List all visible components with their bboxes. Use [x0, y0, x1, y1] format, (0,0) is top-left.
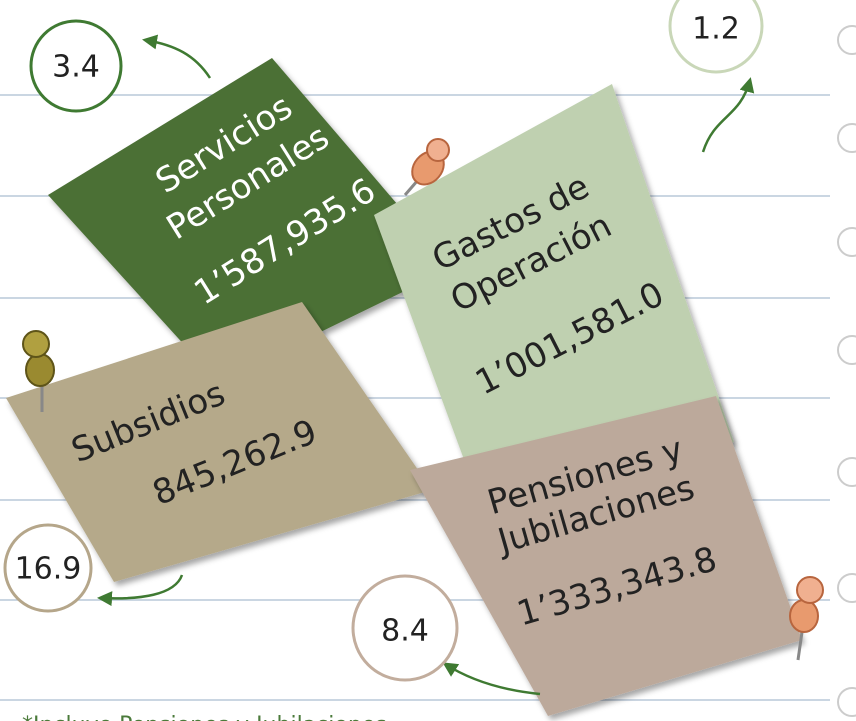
pushpin: [22, 330, 55, 412]
percent-circle: [29, 19, 123, 113]
percent: 16.9: [15, 552, 82, 587]
percent: 8.4: [381, 614, 429, 649]
pushpin: [403, 138, 450, 196]
percent: 3.4: [52, 50, 100, 85]
note: [374, 84, 734, 514]
arrow: [97, 574, 184, 607]
percent: 1.2: [692, 12, 740, 47]
note: [48, 58, 452, 382]
binder-holes: [837, 25, 856, 717]
note: [410, 396, 802, 716]
arrow: [142, 34, 212, 79]
percent-circle: [351, 574, 459, 682]
footnote: *Incluye Pensiones y Jubilaciones: [22, 713, 387, 721]
pushpin: [789, 576, 824, 661]
note: [6, 302, 432, 582]
arrow: [442, 662, 541, 696]
percent-circle: [3, 523, 93, 613]
arrow: [701, 77, 755, 153]
percent-circle: [668, 0, 764, 74]
